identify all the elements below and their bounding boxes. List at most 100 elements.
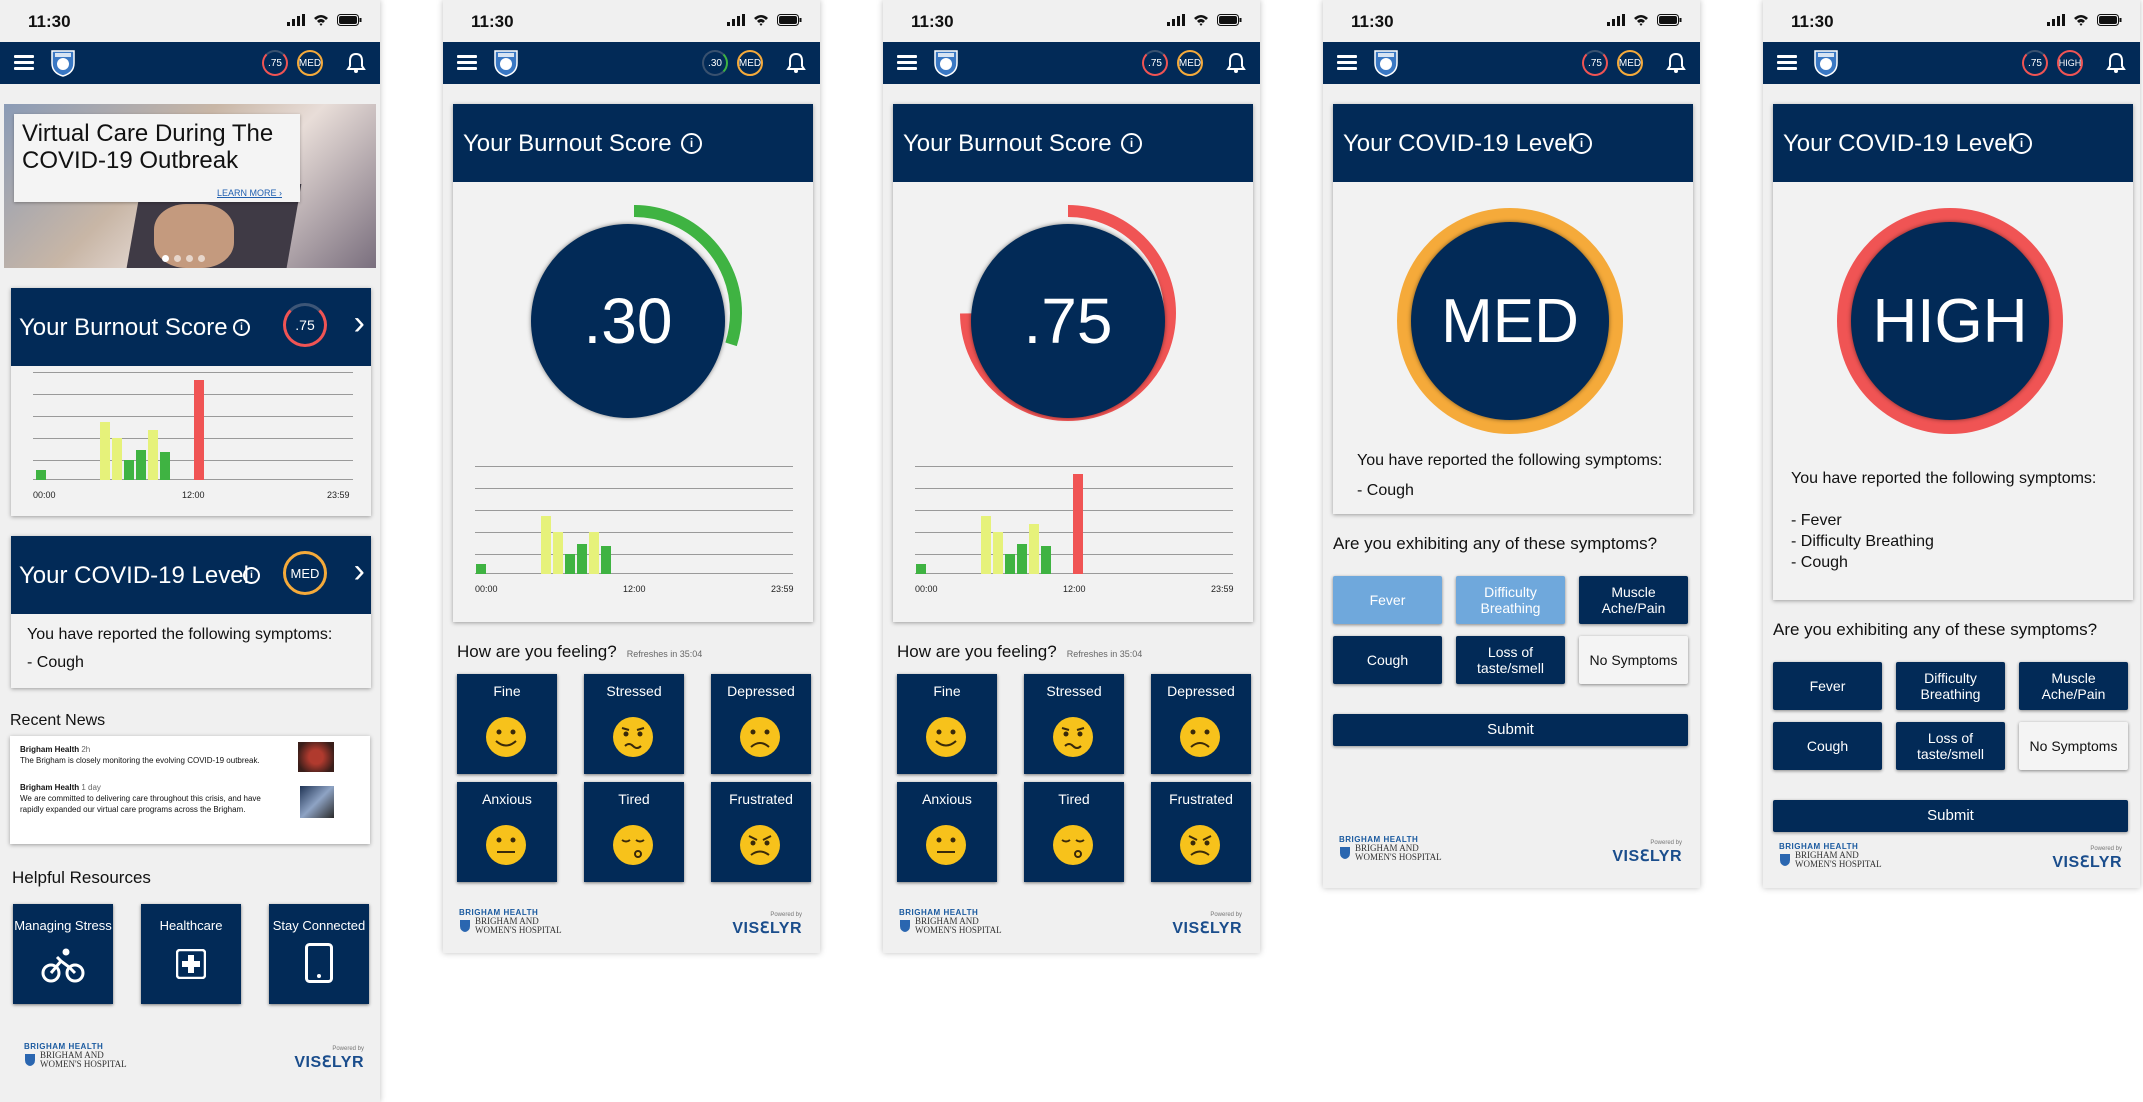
burnout-score-value: .75 bbox=[971, 224, 1165, 418]
status-time: 11:30 bbox=[1351, 12, 1394, 31]
status-time: 11:30 bbox=[471, 12, 514, 31]
symptom-option-difficulty-breathing[interactable]: Difficulty Breathing bbox=[1456, 576, 1565, 624]
bell-icon[interactable] bbox=[1226, 52, 1246, 74]
feeling-tired[interactable]: Tired bbox=[1024, 782, 1124, 882]
header-covid-badge[interactable]: MED bbox=[1177, 50, 1203, 76]
feeling-frustrated[interactable]: Frustrated bbox=[711, 782, 811, 882]
burnout-card[interactable]: Your Burnout Score i .75 › 00:00 12:00 2… bbox=[11, 288, 371, 516]
banner-learn-more-link[interactable]: LEARN MORE › bbox=[216, 188, 282, 198]
symptom-option-cough[interactable]: Cough bbox=[1333, 636, 1442, 684]
bicycle-icon bbox=[41, 948, 85, 983]
burnout-chart bbox=[475, 464, 793, 574]
header-covid-badge[interactable]: MED bbox=[737, 50, 763, 76]
wifi-icon bbox=[2074, 15, 2088, 26]
medical-cross-icon bbox=[175, 948, 207, 980]
header-covid-badge[interactable]: HIGH bbox=[2057, 50, 2083, 76]
recent-news-card: Brigham Health 2h The Brigham is closely… bbox=[10, 736, 370, 844]
feeling-tired[interactable]: Tired bbox=[584, 782, 684, 882]
header-covid-badge[interactable]: MED bbox=[297, 50, 323, 76]
header-covid-badge[interactable]: MED bbox=[1617, 50, 1643, 76]
menu-icon[interactable] bbox=[897, 55, 917, 71]
burnout-title: Your Burnout Score bbox=[463, 130, 672, 157]
header-burnout-badge[interactable]: .75 bbox=[2022, 50, 2048, 76]
smile-face-icon bbox=[486, 717, 526, 757]
submit-button[interactable]: Submit bbox=[1333, 714, 1688, 746]
burnout-screen-high: 11:30 .75 MED Your Burnout Score i .75 bbox=[883, 0, 1260, 953]
feeling-anxious[interactable]: Anxious bbox=[897, 782, 997, 882]
info-icon[interactable]: i bbox=[2011, 133, 2032, 154]
news-age: 1 day bbox=[81, 783, 101, 792]
feeling-frustrated[interactable]: Frustrated bbox=[1151, 782, 1251, 882]
menu-icon[interactable] bbox=[457, 55, 477, 71]
header-burnout-badge[interactable]: .75 bbox=[1582, 50, 1608, 76]
covid-card[interactable]: Your COVID-19 Level i MED › You have rep… bbox=[11, 536, 371, 688]
resource-stay-connected[interactable]: Stay Connected bbox=[269, 904, 369, 1004]
feeling-anxious[interactable]: Anxious bbox=[457, 782, 557, 882]
resource-managing-stress[interactable]: Managing Stress bbox=[13, 904, 113, 1004]
header-burnout-badge[interactable]: .75 bbox=[262, 50, 288, 76]
symptom-option-difficulty-breathing[interactable]: Difficulty Breathing bbox=[1896, 662, 2005, 710]
reported-text: You have reported the following symptoms… bbox=[27, 626, 333, 643]
carousel-dots[interactable] bbox=[162, 255, 205, 262]
brigham-health-logo: BRIGHAM HEALTH BRIGHAM AND WOMEN'S HOSPI… bbox=[1779, 842, 1882, 869]
news-age: 2h bbox=[81, 745, 91, 754]
news-source: Brigham Health bbox=[20, 745, 80, 754]
covid-level-card: Your COVID-19 Level i HIGH You have repo… bbox=[1773, 104, 2133, 600]
hospital-shield-logo bbox=[934, 50, 958, 77]
symptom-option-fever[interactable]: Fever bbox=[1333, 576, 1442, 624]
symptom-option-loss-of-taste[interactable]: Loss of taste/smell bbox=[1896, 722, 2005, 770]
chart-bar bbox=[1017, 544, 1027, 574]
banner-title: Virtual Care During The COVID-19 Outbrea… bbox=[22, 120, 274, 174]
bell-icon[interactable] bbox=[346, 52, 366, 74]
status-time: 11:30 bbox=[28, 12, 71, 31]
symptom-option-fever[interactable]: Fever bbox=[1773, 662, 1882, 710]
status-bar: 11:30 bbox=[0, 0, 380, 42]
menu-icon[interactable] bbox=[14, 55, 34, 71]
wifi-icon bbox=[314, 15, 328, 26]
chart-bar bbox=[981, 516, 991, 574]
feeling-depressed[interactable]: Depressed bbox=[1151, 674, 1251, 774]
symptom-option-muscle-ache[interactable]: Muscle Ache/Pain bbox=[2019, 662, 2128, 710]
feeling-depressed[interactable]: Depressed bbox=[711, 674, 811, 774]
symptom-option-loss-of-taste[interactable]: Loss of taste/smell bbox=[1456, 636, 1565, 684]
feeling-fine[interactable]: Fine bbox=[897, 674, 997, 774]
header-burnout-badge[interactable]: .30 bbox=[702, 50, 728, 76]
burnout-score-gauge bbox=[526, 205, 742, 421]
bell-icon[interactable] bbox=[786, 52, 806, 74]
status-icons bbox=[287, 14, 362, 26]
chart-bar bbox=[577, 544, 587, 574]
menu-icon[interactable] bbox=[1337, 55, 1357, 71]
news-banner[interactable]: Virtual Care During The COVID-19 Outbrea… bbox=[4, 104, 376, 268]
bell-icon[interactable] bbox=[2106, 52, 2126, 74]
chevron-right-icon[interactable]: › bbox=[353, 552, 365, 590]
resource-healthcare[interactable]: Healthcare bbox=[141, 904, 241, 1004]
helpful-resources-title: Helpful Resources bbox=[12, 868, 151, 887]
symptom-option-no-symptoms[interactable]: No Symptoms bbox=[1579, 636, 1688, 684]
menu-icon[interactable] bbox=[1777, 55, 1797, 71]
symptom-option-cough[interactable]: Cough bbox=[1773, 722, 1882, 770]
submit-button[interactable]: Submit bbox=[1773, 800, 2128, 832]
news-item[interactable]: Brigham Health 2h The Brigham is closely… bbox=[20, 744, 270, 766]
smile-face-icon bbox=[926, 717, 966, 757]
info-icon[interactable]: i bbox=[1571, 133, 1592, 154]
info-icon[interactable]: i bbox=[1121, 133, 1142, 154]
symptom-item: - Cough bbox=[1357, 482, 1414, 499]
info-icon[interactable]: i bbox=[243, 567, 260, 584]
header-burnout-badge[interactable]: .75 bbox=[1142, 50, 1168, 76]
info-icon[interactable]: i bbox=[681, 133, 702, 154]
feeling-stressed[interactable]: Stressed bbox=[1024, 674, 1124, 774]
covid-card-title: Your COVID-19 Level bbox=[19, 562, 249, 589]
chevron-right-icon[interactable]: › bbox=[353, 304, 365, 342]
burnout-score-card: Your Burnout Score i .75 00:00 12:00 23:… bbox=[893, 104, 1253, 622]
news-item[interactable]: Brigham Health 1 day We are committed to… bbox=[20, 782, 270, 815]
hospital-shield-logo bbox=[51, 50, 75, 77]
bell-icon[interactable] bbox=[1666, 52, 1686, 74]
feeling-stressed[interactable]: Stressed bbox=[584, 674, 684, 774]
feeling-fine[interactable]: Fine bbox=[457, 674, 557, 774]
burnout-score-value: .30 bbox=[531, 224, 725, 418]
symptom-option-muscle-ache[interactable]: Muscle Ache/Pain bbox=[1579, 576, 1688, 624]
info-icon[interactable]: i bbox=[233, 319, 250, 336]
reported-text: You have reported the following symptoms… bbox=[1357, 452, 1663, 469]
covid-title: Your COVID-19 Level bbox=[1343, 130, 1573, 157]
symptom-option-no-symptoms[interactable]: No Symptoms bbox=[2019, 722, 2128, 770]
